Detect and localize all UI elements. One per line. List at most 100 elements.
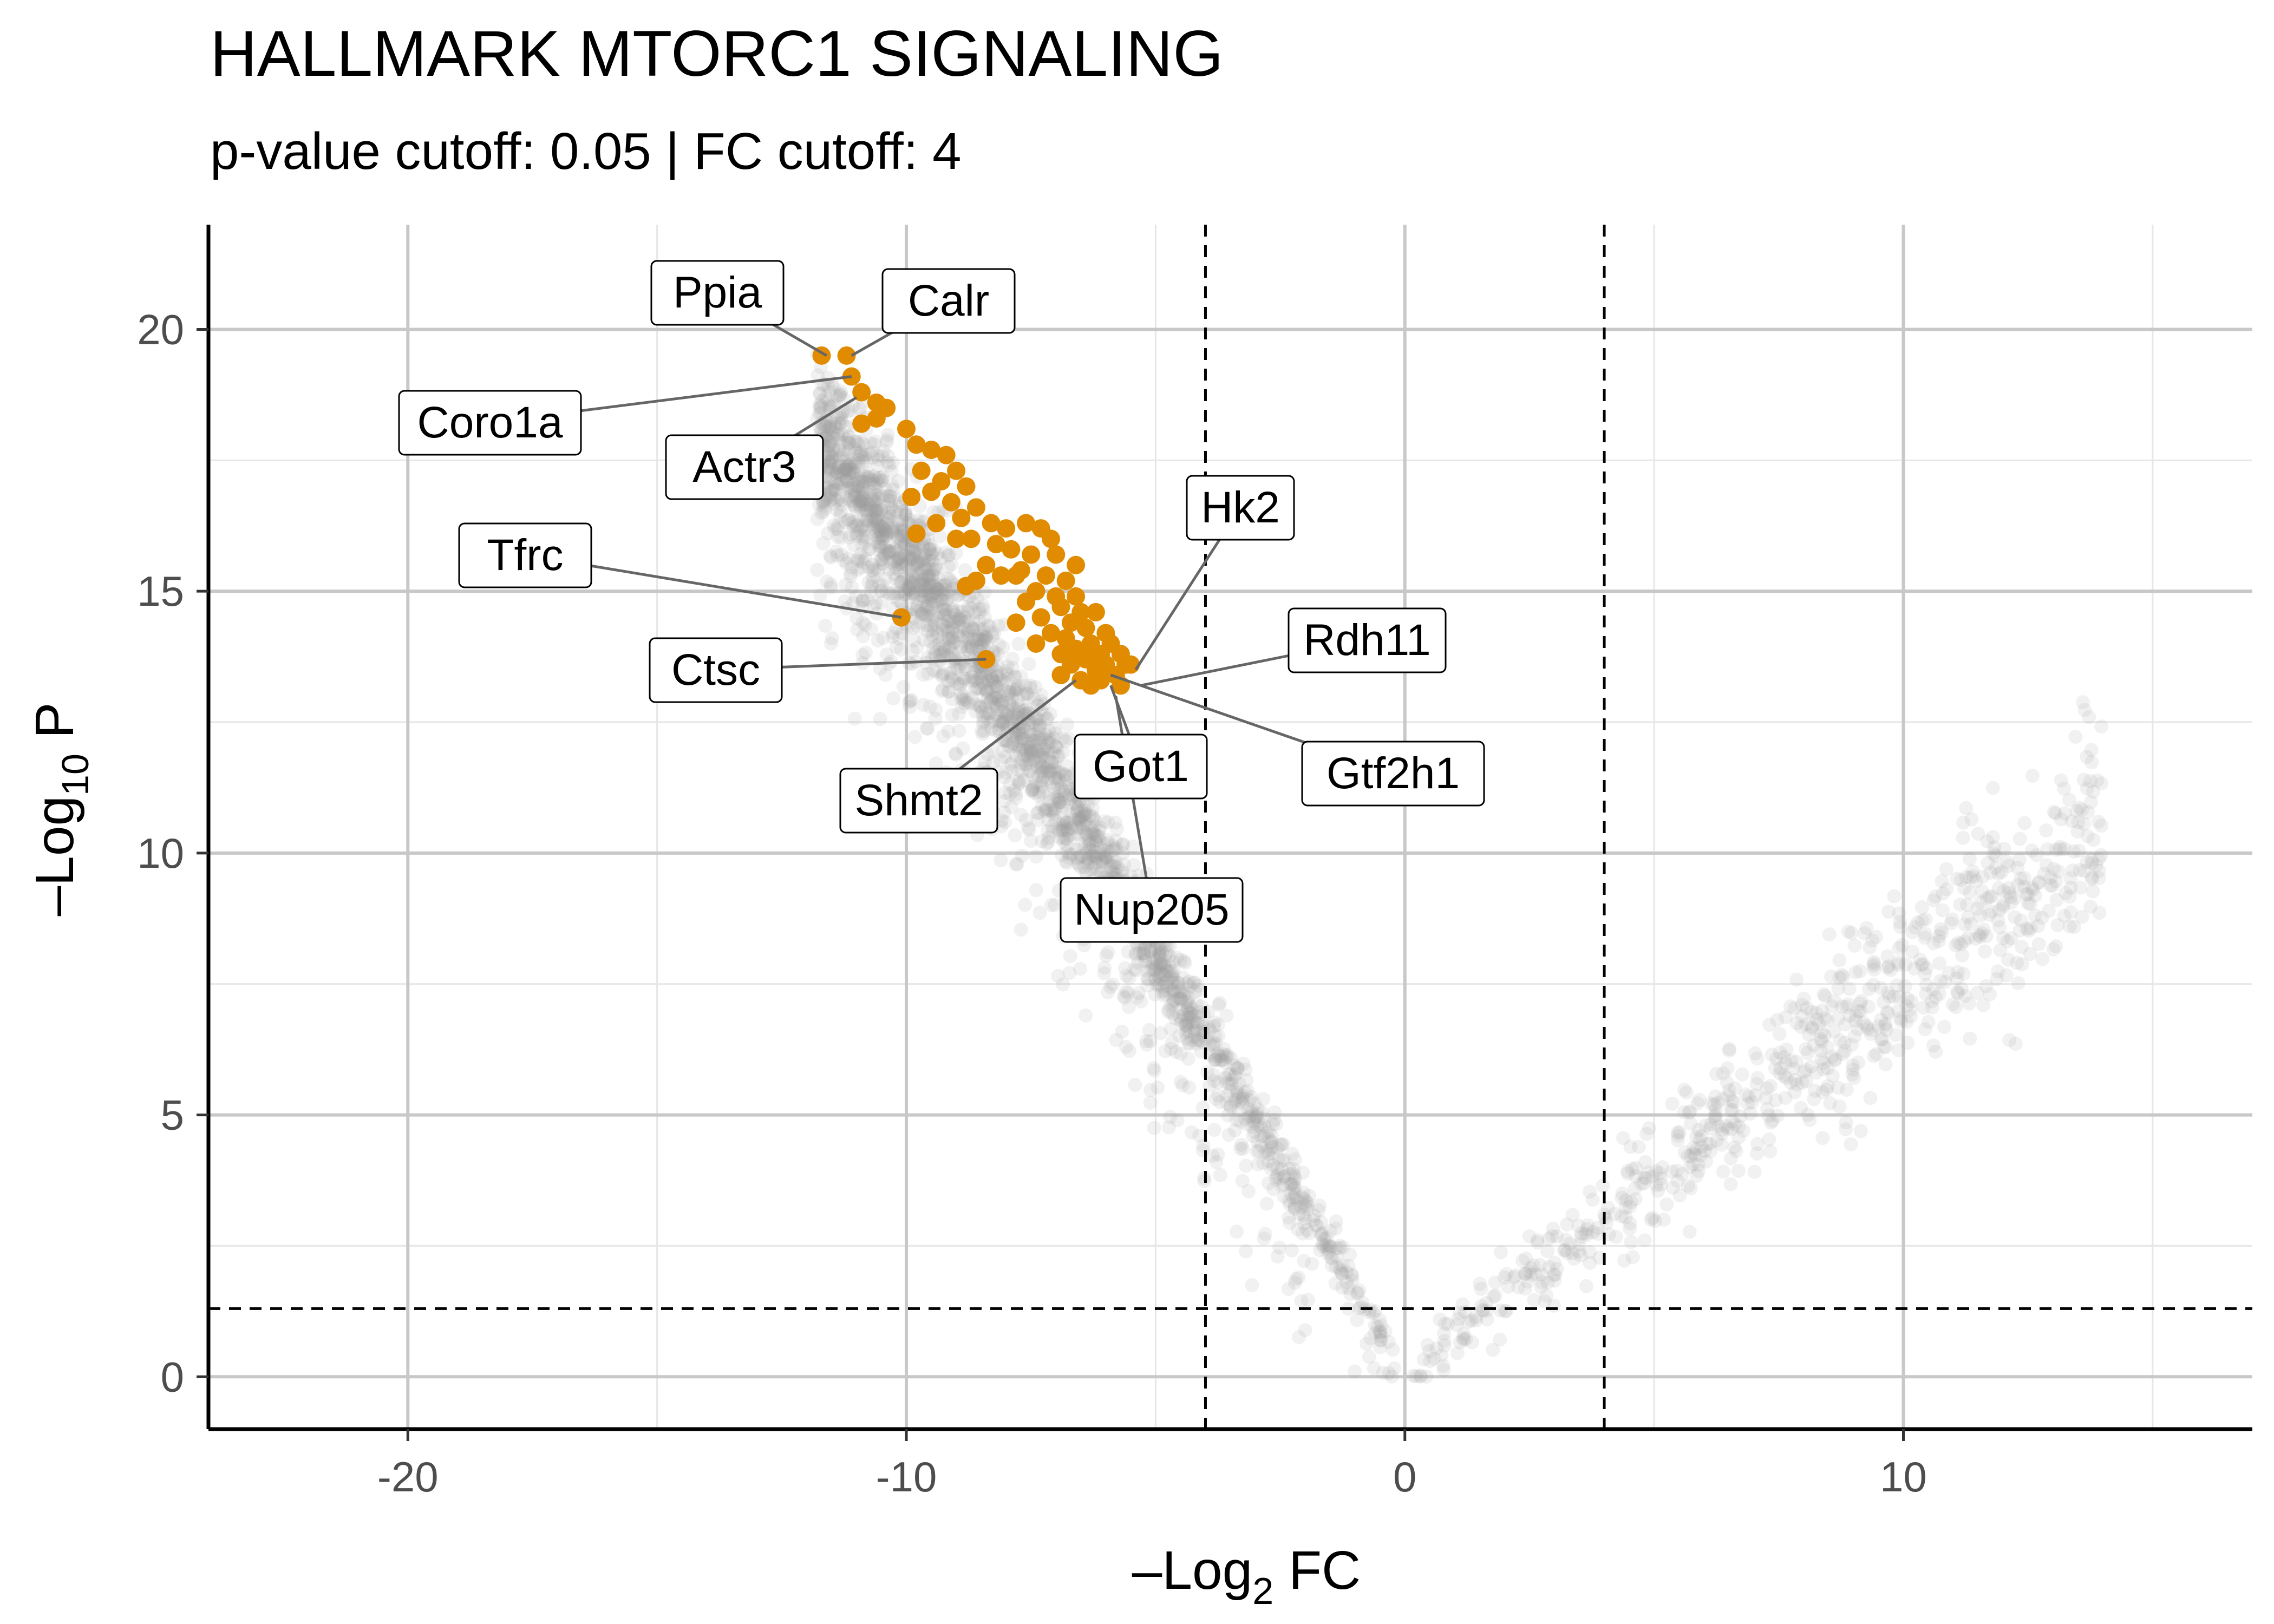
data-point bbox=[1296, 1165, 1310, 1180]
data-point bbox=[1200, 1065, 1215, 1079]
data-point bbox=[882, 506, 897, 520]
data-point bbox=[929, 562, 944, 577]
highlight-point bbox=[1067, 555, 1086, 574]
data-point bbox=[2090, 773, 2105, 788]
data-point bbox=[1954, 873, 1969, 887]
data-point bbox=[1182, 1080, 1197, 1095]
data-point bbox=[883, 489, 897, 503]
data-point bbox=[867, 561, 882, 576]
data-point bbox=[828, 463, 843, 477]
highlight-point bbox=[897, 420, 916, 438]
chart-subtitle: p-value cutoff: 0.05 | FC cutoff: 4 bbox=[210, 122, 962, 180]
data-point bbox=[1245, 1278, 1259, 1293]
data-point bbox=[1625, 1162, 1639, 1176]
data-point bbox=[902, 551, 917, 566]
data-point bbox=[1165, 975, 1179, 990]
data-point bbox=[886, 482, 900, 497]
data-point bbox=[1229, 1224, 1244, 1239]
data-point bbox=[1039, 761, 1054, 776]
data-point bbox=[956, 673, 971, 688]
data-point bbox=[844, 527, 858, 541]
data-point bbox=[831, 519, 845, 533]
data-point bbox=[864, 622, 878, 637]
data-point bbox=[926, 562, 941, 577]
data-point bbox=[924, 588, 939, 603]
data-point bbox=[1436, 1363, 1451, 1377]
data-point bbox=[1205, 1149, 1220, 1163]
data-point bbox=[906, 586, 920, 600]
data-point bbox=[1247, 1096, 1262, 1111]
data-point bbox=[2021, 896, 2035, 911]
data-point bbox=[1224, 1101, 1238, 1115]
data-point bbox=[1085, 823, 1100, 837]
data-point bbox=[918, 584, 932, 598]
data-point bbox=[956, 629, 970, 644]
data-point bbox=[915, 584, 930, 599]
data-point bbox=[1097, 966, 1112, 981]
data-point bbox=[916, 572, 931, 587]
data-point bbox=[1857, 926, 1872, 941]
data-point bbox=[974, 682, 989, 696]
data-point bbox=[894, 523, 909, 538]
data-point bbox=[928, 711, 943, 726]
data-point bbox=[1311, 1203, 1326, 1217]
data-point bbox=[1254, 1121, 1269, 1135]
data-point bbox=[1224, 1051, 1238, 1066]
data-point bbox=[2040, 842, 2055, 857]
data-point bbox=[976, 628, 990, 643]
data-point bbox=[857, 468, 872, 483]
data-point bbox=[1918, 912, 1933, 927]
data-point bbox=[1282, 1161, 1296, 1176]
data-point bbox=[929, 664, 944, 679]
data-point bbox=[1296, 1208, 1311, 1222]
data-point bbox=[1834, 999, 1849, 1014]
data-point bbox=[1936, 886, 1950, 901]
data-point bbox=[910, 640, 924, 655]
data-point bbox=[1860, 1021, 1875, 1036]
data-point bbox=[873, 552, 887, 567]
data-point bbox=[1519, 1251, 1533, 1266]
data-point bbox=[1258, 1145, 1272, 1160]
data-point bbox=[941, 560, 956, 574]
data-point bbox=[1953, 937, 1968, 952]
data-point bbox=[850, 623, 865, 637]
data-point bbox=[898, 507, 913, 522]
data-point bbox=[1220, 1049, 1235, 1063]
data-point bbox=[1012, 702, 1027, 716]
data-point bbox=[835, 466, 850, 480]
data-point bbox=[1633, 1176, 1648, 1191]
data-point bbox=[1413, 1370, 1428, 1384]
data-point bbox=[1599, 1215, 1614, 1230]
data-point bbox=[859, 645, 873, 660]
data-point bbox=[1583, 1256, 1597, 1271]
data-point bbox=[1145, 955, 1160, 970]
data-point bbox=[1265, 1147, 1280, 1161]
data-point bbox=[917, 633, 931, 647]
data-point bbox=[1297, 1254, 1311, 1268]
data-point bbox=[824, 455, 838, 469]
data-point bbox=[1893, 920, 1907, 934]
data-point bbox=[1596, 1178, 1610, 1193]
data-point bbox=[816, 536, 831, 551]
data-point bbox=[1789, 1016, 1804, 1030]
data-point bbox=[827, 416, 842, 431]
data-point bbox=[1284, 1177, 1299, 1191]
gene-label-text: Got1 bbox=[1093, 742, 1189, 791]
data-point bbox=[1071, 812, 1086, 827]
data-point bbox=[941, 724, 956, 739]
data-point bbox=[1196, 1036, 1211, 1050]
data-point bbox=[827, 496, 842, 511]
data-point bbox=[1152, 947, 1166, 961]
highlight-point bbox=[947, 461, 966, 480]
data-point bbox=[2015, 957, 2029, 972]
data-point bbox=[884, 501, 899, 515]
data-point bbox=[971, 633, 986, 647]
data-point bbox=[1057, 813, 1071, 828]
data-point bbox=[826, 430, 840, 444]
data-point bbox=[866, 473, 880, 488]
data-point bbox=[1839, 999, 1854, 1014]
data-point bbox=[1031, 744, 1046, 759]
data-point bbox=[1723, 1177, 1738, 1191]
data-point bbox=[2053, 842, 2067, 856]
data-point bbox=[1084, 849, 1099, 863]
